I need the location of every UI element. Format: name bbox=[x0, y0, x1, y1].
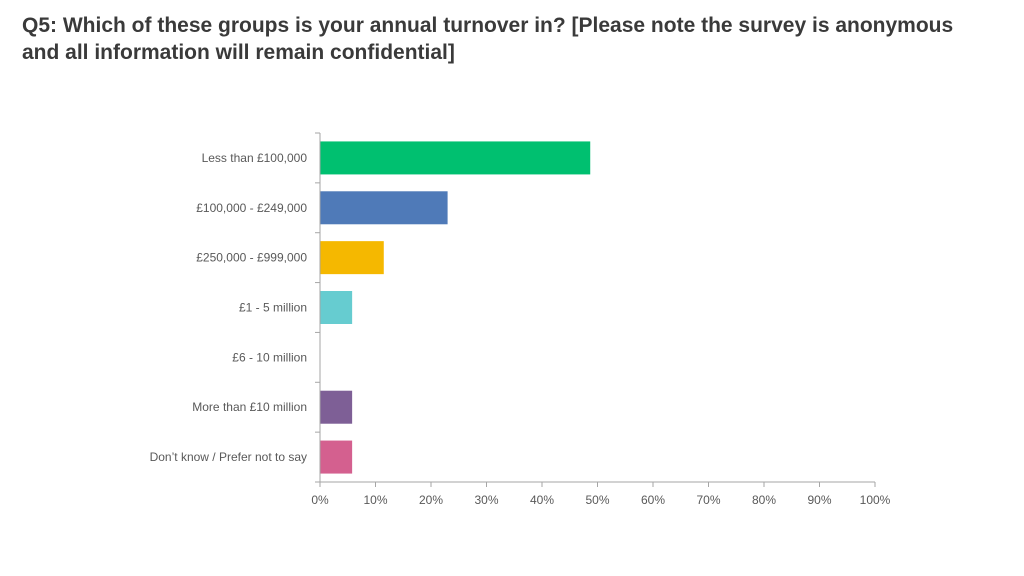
category-label: More than £10 million bbox=[192, 400, 307, 414]
x-tick-label: 40% bbox=[530, 493, 554, 507]
x-tick-label: 30% bbox=[474, 493, 498, 507]
x-tick-labels: 0% 10% 20% 30% 40% 50% 60% 70% 80% 90% 100% bbox=[311, 493, 890, 507]
category-label: Less than £100,000 bbox=[202, 151, 308, 165]
category-label: £1 - 5 million bbox=[239, 301, 307, 315]
x-tick-label: 90% bbox=[807, 493, 831, 507]
bar bbox=[320, 440, 353, 474]
bar bbox=[320, 390, 353, 424]
x-tick-label: 20% bbox=[419, 493, 443, 507]
category-label: £100,000 - £249,000 bbox=[196, 201, 307, 215]
x-tick-label: 80% bbox=[752, 493, 776, 507]
chart-axes bbox=[315, 132, 876, 487]
x-tick-label: 0% bbox=[311, 493, 329, 507]
x-tick-label: 50% bbox=[585, 493, 609, 507]
bar bbox=[320, 141, 591, 175]
x-tick-label: 10% bbox=[363, 493, 387, 507]
page-title: Q5: Which of these groups is your annual… bbox=[22, 14, 954, 64]
bar bbox=[320, 191, 448, 225]
category-label: £6 - 10 million bbox=[232, 350, 307, 364]
x-tick-label: 60% bbox=[641, 493, 665, 507]
chart-bars bbox=[320, 141, 591, 474]
x-tick-label: 70% bbox=[696, 493, 720, 507]
category-labels: Less than £100,000 £100,000 - £249,000 £25… bbox=[150, 151, 308, 464]
bar bbox=[320, 291, 353, 324]
x-tick-label: 100% bbox=[860, 493, 891, 507]
bar bbox=[320, 241, 384, 275]
category-label: Don’t know / Prefer not to say bbox=[150, 450, 307, 464]
category-label: £250,000 - £999,000 bbox=[196, 251, 307, 265]
